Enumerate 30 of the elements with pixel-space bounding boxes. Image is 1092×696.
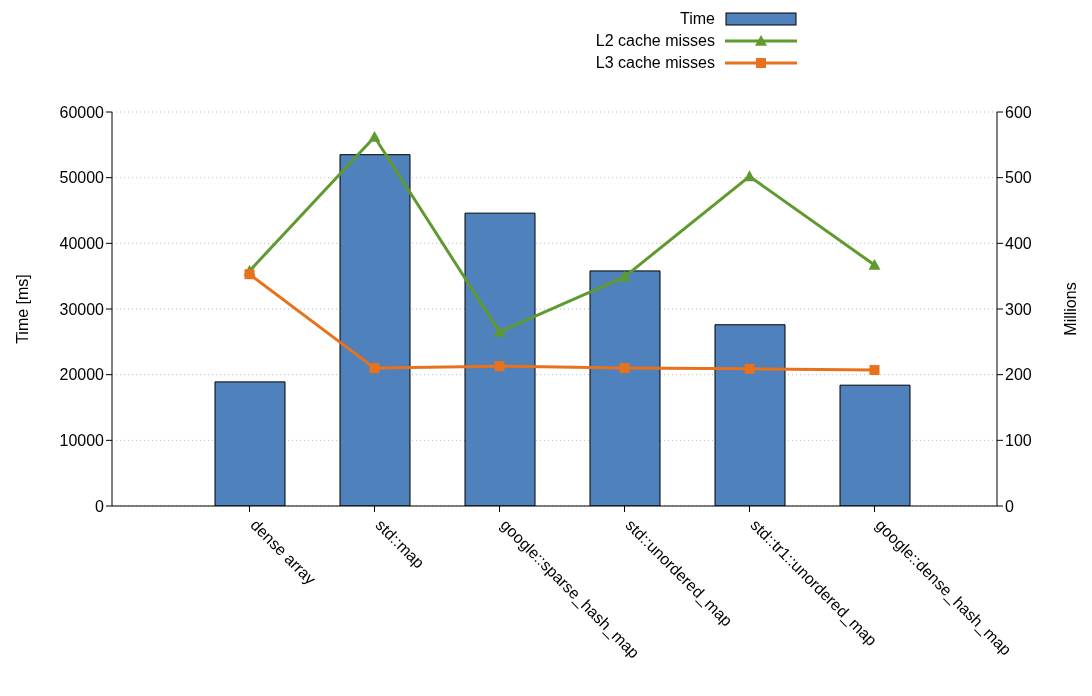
legend-label: Time — [679, 10, 715, 28]
point — [368, 130, 381, 142]
y2-tick-label: 100 — [1005, 432, 1032, 450]
point — [743, 170, 756, 182]
y-tick-label: 20000 — [59, 366, 105, 384]
y-tick-label: 0 — [95, 497, 105, 515]
point — [493, 325, 506, 337]
y-tick-label: 50000 — [59, 169, 105, 187]
point — [244, 269, 255, 280]
point — [868, 259, 881, 270]
y2-tick-label: 500 — [1005, 169, 1032, 187]
y2-tick-label: 200 — [1005, 366, 1032, 384]
point — [369, 363, 380, 374]
y2-tick-label: 600 — [1005, 103, 1032, 121]
y2-tick-label: 400 — [1005, 235, 1032, 253]
y-tick-label: 30000 — [59, 300, 105, 318]
y2-tick-label: 300 — [1005, 300, 1032, 318]
y-tick-label: 60000 — [59, 103, 105, 121]
point — [618, 270, 631, 282]
point — [744, 363, 755, 374]
legend-label: L2 cache misses — [594, 32, 715, 50]
y2-axis-title: Millions — [1061, 282, 1079, 336]
y-tick-label: 10000 — [59, 432, 105, 450]
point — [494, 361, 505, 372]
point — [619, 363, 630, 374]
y-axis-title: Time [ms] — [13, 274, 31, 344]
y-tick-label: 40000 — [59, 235, 105, 253]
y2-tick-label: 0 — [1005, 497, 1014, 515]
point — [869, 365, 880, 376]
legend-label: L3 cache misses — [594, 54, 715, 72]
